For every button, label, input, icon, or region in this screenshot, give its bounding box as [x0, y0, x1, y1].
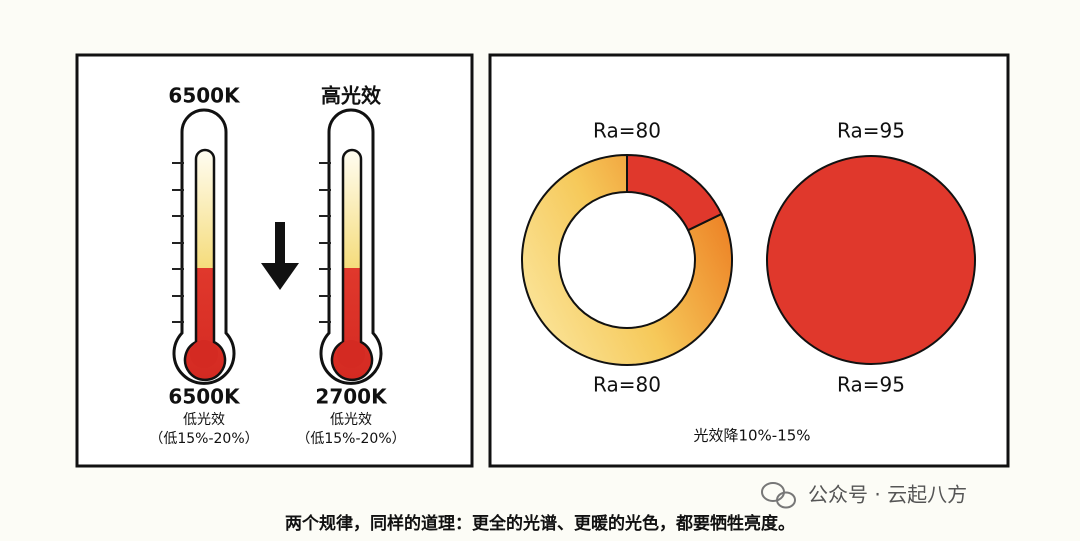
ring-bottom-label: Ra=95: [837, 373, 905, 397]
thermometer: [317, 108, 383, 385]
ring-bottom-label: Ra=80: [593, 373, 661, 397]
efficacy-label: 低光效: [330, 412, 372, 428]
thermometer-bottom-label: 6500K: [168, 385, 241, 409]
down-arrow: [261, 222, 299, 290]
reduction-label: （低15%-20%）: [149, 431, 258, 447]
thermometer: [170, 108, 236, 385]
reduction-label: （低15%-20%）: [296, 431, 405, 447]
thermometer-top-label: 高光效: [321, 84, 381, 108]
donut: [521, 153, 733, 366]
efficacy-label: 低光效: [183, 412, 225, 428]
wechat-icon: [761, 482, 796, 509]
note: 光效降10%-15%: [693, 427, 810, 445]
caption: 两个规律，同样的道理：更全的光谱、更暖的光色，都要牺牲亮度。: [285, 513, 795, 534]
full-circle: [766, 155, 976, 365]
thermometer-bottom-label: 2700K: [315, 385, 388, 409]
thermometer-top-label: 6500K: [168, 84, 241, 108]
ring-top-label: Ra=95: [837, 119, 905, 143]
watermark: 公众号 · 云起八方: [808, 483, 967, 507]
ring-top-label: Ra=80: [593, 119, 661, 143]
left-panel: [75, 53, 474, 468]
